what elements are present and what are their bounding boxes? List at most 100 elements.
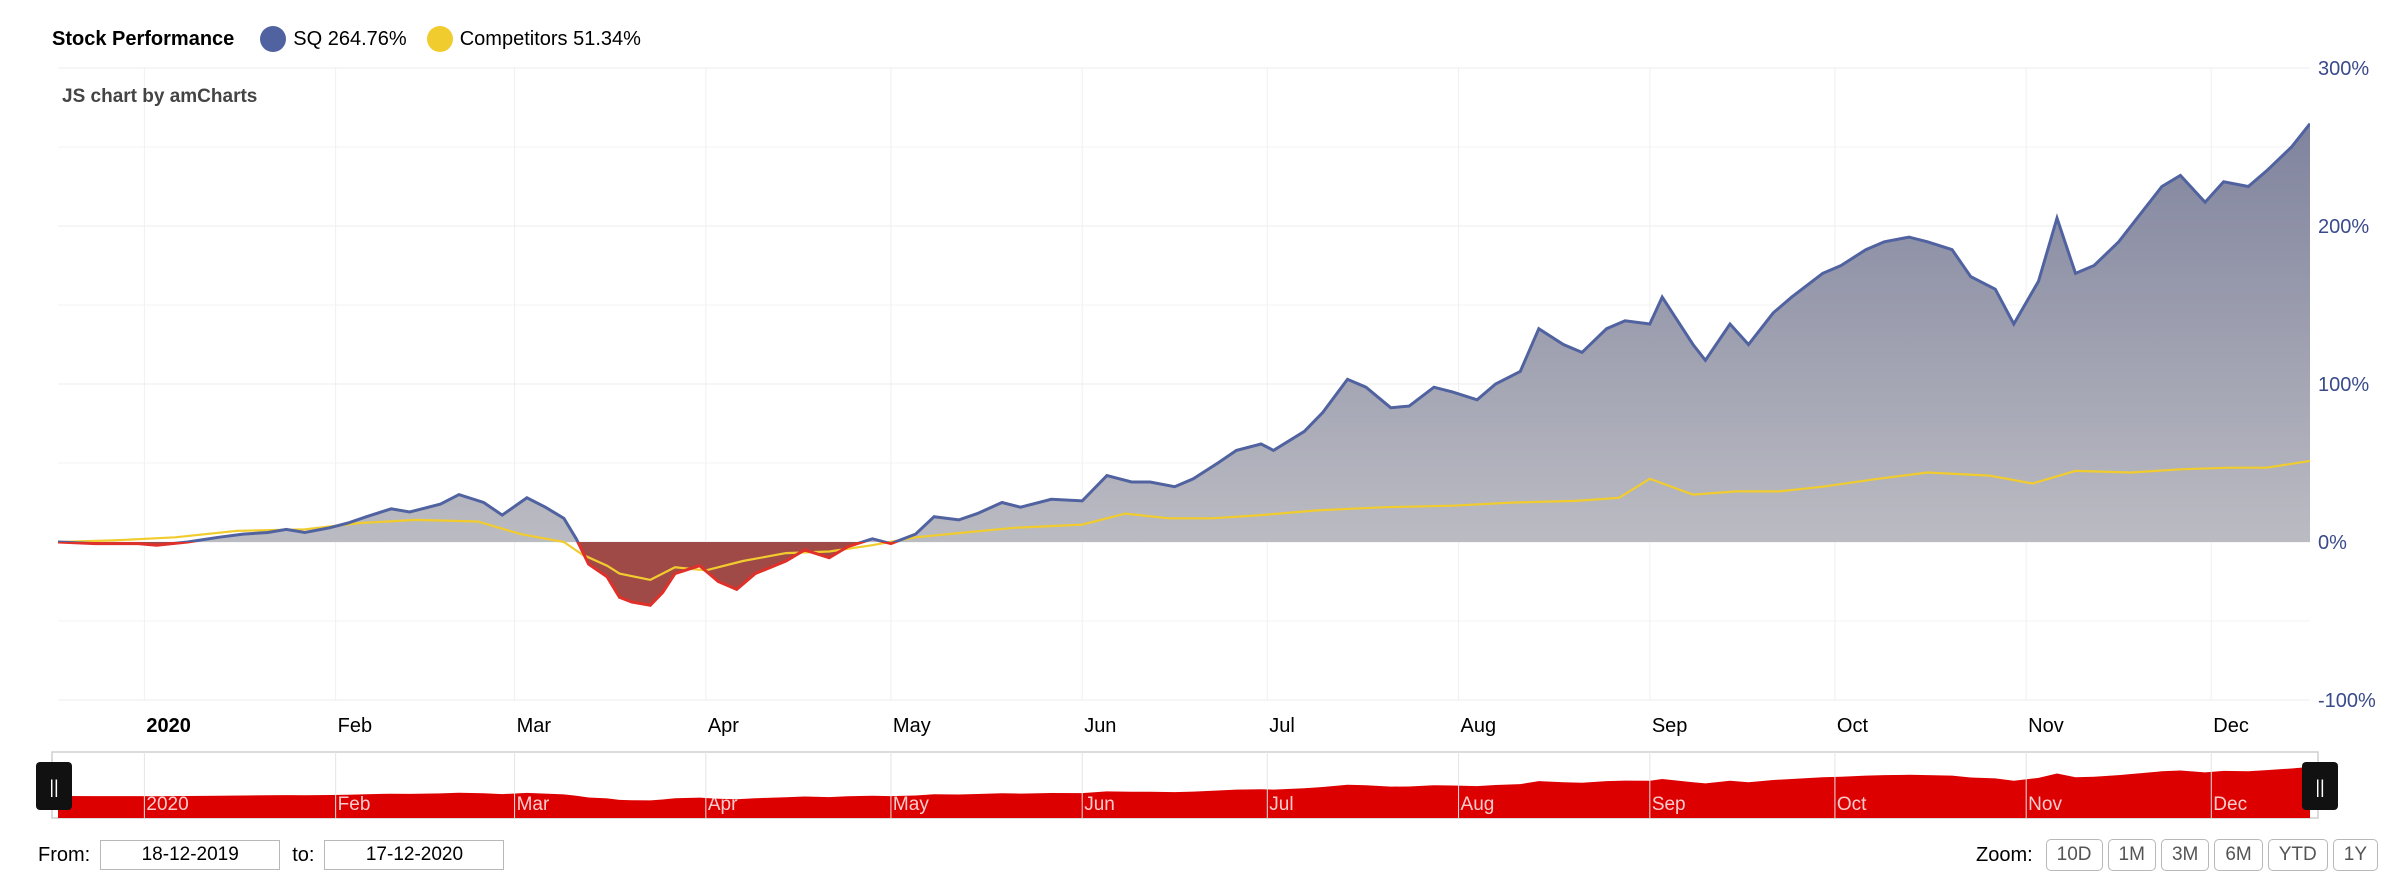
sq-data-point xyxy=(1907,235,1911,239)
competitors-data-point xyxy=(580,553,584,557)
x-tick-label: May xyxy=(893,715,931,737)
sq-data-point xyxy=(2074,271,2078,275)
sq-data-point xyxy=(93,542,97,546)
sq-data-point xyxy=(1389,406,1393,410)
competitors-data-point xyxy=(112,538,116,542)
competitors-data-point xyxy=(2265,466,2269,470)
x-tick-label: 2020 xyxy=(146,715,191,737)
x-tick-label: Nov xyxy=(2028,715,2064,737)
sq-data-point xyxy=(1747,343,1751,347)
sq-data-point xyxy=(1259,442,1263,446)
sq-series-line xyxy=(58,122,2310,542)
x-tick-label: Apr xyxy=(708,715,739,737)
scrollbar-tick-label: Mar xyxy=(517,794,550,815)
x-tick-label: Dec xyxy=(2213,715,2249,737)
scrollbar-tick-label: Jul xyxy=(1269,794,1293,815)
scrollbar-tick-label: Oct xyxy=(1837,794,1867,815)
sq-data-point xyxy=(1839,264,1843,268)
sq-data-point xyxy=(1407,404,1411,408)
sq-data-point xyxy=(1475,398,1479,402)
sq-data-point xyxy=(1561,343,1565,347)
sq-data-point xyxy=(2289,145,2293,149)
x-tick-label: Aug xyxy=(1461,715,1497,737)
zoom-1y-button[interactable]: 1Y xyxy=(2332,839,2378,871)
competitors-data-point xyxy=(1876,477,1880,481)
sq-data-point xyxy=(2222,180,2226,184)
legend-item-competitors[interactable]: Competitors 51.34% xyxy=(426,26,641,52)
x-tick-label: Jun xyxy=(1084,715,1116,737)
sq-data-point xyxy=(735,587,739,591)
sq-area-positive xyxy=(58,123,2310,542)
sq-data-point xyxy=(1969,275,1973,279)
chart-title: Stock Performance xyxy=(52,27,235,50)
to-label: to: xyxy=(292,843,315,866)
sq-data-point xyxy=(2012,322,2016,326)
competitors-data-point xyxy=(1691,493,1695,497)
competitors-data-point xyxy=(173,535,177,539)
scrollbar-handle-right[interactable]: || xyxy=(2302,762,2338,810)
competitors-data-point xyxy=(2074,469,2078,473)
competitors-data-point xyxy=(1648,477,1652,481)
competitors-data-point xyxy=(648,578,652,582)
competitors-data-point xyxy=(56,540,60,544)
zoom-ytd-button[interactable]: YTD xyxy=(2267,839,2328,871)
sq-data-point xyxy=(155,543,159,547)
sq-data-point xyxy=(2135,216,2139,220)
competitors-data-point xyxy=(827,549,831,553)
sq-data-point xyxy=(1364,385,1368,389)
sq-data-point xyxy=(1821,271,1825,275)
competitors-data-point xyxy=(519,532,523,536)
from-label: From: xyxy=(38,843,91,866)
competitors-data-point xyxy=(1574,499,1578,503)
competitors-data-point xyxy=(673,565,677,569)
competitors-data-point xyxy=(1315,508,1319,512)
scrollbar-tick-label: Jun xyxy=(1084,794,1115,815)
sq-data-point xyxy=(1660,295,1664,299)
legend-item-sq[interactable]: SQ 264.76% xyxy=(260,26,407,52)
scrollbar-tick-label: Sep xyxy=(1652,794,1686,815)
competitors-data-point xyxy=(870,543,874,547)
to-date-input[interactable] xyxy=(324,840,505,870)
scrollbar-tick-label: Feb xyxy=(338,794,371,815)
sq-data-point xyxy=(1925,240,1929,244)
competitors-data-point xyxy=(2129,470,2133,474)
competitors-data-point xyxy=(1167,516,1171,520)
sq-data-point xyxy=(1191,477,1195,481)
x-tick-label: Sep xyxy=(1652,715,1688,737)
sq-data-point xyxy=(2178,173,2182,177)
scrollbar-handle-left[interactable]: || xyxy=(36,762,72,810)
x-tick-label: Feb xyxy=(338,715,372,737)
sq-data-point xyxy=(2117,240,2121,244)
zoom-1m-button[interactable]: 1M xyxy=(2107,839,2156,871)
legend-label-sq: SQ 264.76% xyxy=(293,27,407,50)
sq-data-point xyxy=(957,518,961,522)
scrollbar-grip-icon: || xyxy=(2315,777,2324,797)
scrollbar-grip-icon: || xyxy=(49,777,58,797)
sq-data-point xyxy=(1049,497,1053,501)
zoom-label: Zoom: xyxy=(1975,843,2033,866)
competitors-data-point xyxy=(1210,516,1214,520)
scrollbar-tick-label: Nov xyxy=(2028,794,2062,815)
sq-data-point xyxy=(543,505,547,509)
competitors-data-point xyxy=(1777,489,1781,493)
sq-data-point xyxy=(241,532,245,536)
competitors-data-point xyxy=(1259,513,1263,517)
sq-data-point xyxy=(784,559,788,563)
chart-legend: Stock Performance SQ 264.76% Competitors… xyxy=(52,24,661,54)
sq-data-point xyxy=(1950,248,1954,252)
zoom-10d-button[interactable]: 10D xyxy=(2045,839,2103,871)
sq-data-point xyxy=(661,591,665,595)
sq-data-point xyxy=(1691,343,1695,347)
sq-data-point xyxy=(1000,501,1004,505)
sq-data-point xyxy=(1216,461,1220,465)
zoom-6m-button[interactable]: 6M xyxy=(2214,839,2263,871)
sq-data-point xyxy=(1080,499,1084,503)
amcharts-credit-link[interactable]: JS chart by amCharts xyxy=(62,86,258,107)
sq-data-point xyxy=(2246,185,2250,189)
zoom-3m-button[interactable]: 3M xyxy=(2160,839,2210,871)
sq-data-point xyxy=(2055,216,2059,220)
from-date-input[interactable] xyxy=(100,840,281,870)
competitors-series-line xyxy=(57,459,2311,582)
competitors-data-point xyxy=(2308,459,2312,463)
competitors-data-point xyxy=(2228,466,2232,470)
